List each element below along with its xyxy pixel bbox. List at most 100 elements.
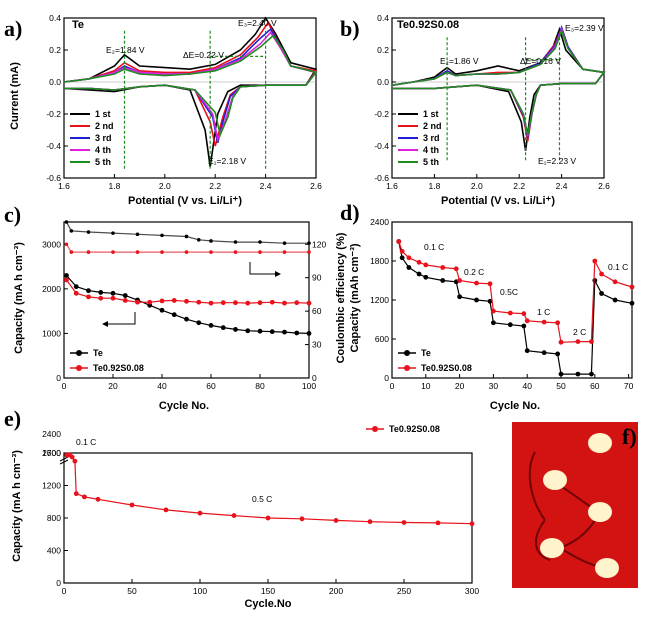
- data-point-c-3-6: [184, 250, 189, 254]
- annotation-d-3: 0.5C: [500, 287, 518, 297]
- legend-a: 1 st 2 nd 3 rd 4 th 5 th: [70, 109, 114, 167]
- x-tick-label-c-3: 60: [206, 381, 216, 391]
- data-point-c-1-17: [269, 299, 275, 305]
- x-axis-label-c: Cycle No.: [159, 400, 209, 412]
- plot-area-b: 1.6 1.8 2.0 2.2 2.4 2.6 -0.6 -0.4 -0.2 0.0 0.2 0.4: [374, 13, 610, 191]
- y-tick-label-a-2: -0.2: [46, 109, 61, 119]
- data-point-e-0-13: [333, 518, 339, 523]
- y-tick-label-d-3: 1800: [370, 256, 389, 266]
- data-point-c-0-10: [184, 316, 189, 322]
- data-point-c-3-4: [135, 250, 140, 254]
- legend-e: Te0.92S0.08: [366, 424, 440, 434]
- x-axis-label-e: Cycle.No: [244, 598, 291, 610]
- panel-label-a: a): [4, 16, 22, 41]
- data-point-c-1-0: [64, 277, 69, 283]
- data-point-c-1-15: [245, 300, 251, 306]
- y-break-mark-2: [59, 459, 69, 465]
- data-point-e-0-15: [401, 520, 407, 525]
- data-point-c-1-10: [184, 298, 189, 304]
- data-point-d-1-10: [491, 308, 496, 314]
- x-tick-label-e-4: 200: [329, 586, 343, 596]
- data-point-d-1-21: [612, 279, 618, 285]
- y2-axis-label-c: Coulombic efficiency (%): [335, 232, 347, 363]
- x-tick-label-d-7: 70: [624, 381, 634, 391]
- panel-e: e) 0 50 100 150 200 250 300 0 400 800 1200 16002700…: [4, 406, 479, 610]
- data-point-c-3-5: [160, 250, 164, 254]
- y-tick-label-a-3: 0.0: [49, 77, 61, 87]
- data-point-e-0-9: [197, 510, 203, 516]
- data-point-d-0-4: [423, 274, 429, 280]
- x-tick-label-e-5: 250: [397, 586, 411, 596]
- data-point-c-0-19: [294, 330, 300, 336]
- x-axis-label-d: Cycle No.: [490, 400, 540, 412]
- data-point-e-0-2: [69, 454, 75, 460]
- data-point-d-1-5: [440, 265, 446, 270]
- data-point-e-0-7: [129, 502, 135, 508]
- data-point-c-0-20: [306, 331, 312, 336]
- panel-label-e: e): [4, 406, 21, 431]
- data-point-d-0-1: [399, 255, 405, 261]
- y-axis-label-c: Capacity (mA h cm⁻³): [13, 242, 25, 354]
- plot-frame-c: [63, 221, 310, 379]
- legend-item-b-1: 1 st: [423, 109, 439, 119]
- data-point-d-0-14: [541, 350, 547, 356]
- x-axis-label-a: Potential (V vs. Li/Li⁺): [128, 195, 242, 207]
- x-tick-label-e-2: 100: [193, 586, 207, 596]
- data-point-d-1-8: [474, 280, 479, 286]
- data-point-c-1-5: [122, 298, 128, 303]
- data-point-d-1-3: [416, 259, 422, 265]
- led-4: [540, 538, 564, 558]
- y-tick-label-e-3: 1200: [42, 481, 61, 491]
- x-tick-label-d-2: 20: [455, 381, 465, 391]
- x-tick-label-e-3: 150: [261, 586, 275, 596]
- data-point-d-1-0: [396, 239, 402, 244]
- series-line-b-4: [391, 28, 606, 135]
- x-tick-label-c-1: 20: [108, 381, 118, 391]
- led-5: [595, 558, 619, 578]
- x-tick-label-c-4: 80: [255, 381, 265, 391]
- annotation-d-2: 0.2 C: [464, 267, 484, 277]
- data-point-c-2-11: [282, 241, 287, 245]
- data-point-c-0-9: [171, 312, 177, 318]
- data-point-c-1-14: [233, 300, 238, 306]
- data-point-e-0-4: [73, 491, 79, 497]
- annotation-b-e2: E₂=1.86 V: [440, 56, 479, 66]
- y-tick-label-c-3: 3000: [42, 239, 61, 249]
- data-point-e-0-8: [163, 507, 169, 513]
- data-point-d-1-4: [423, 262, 429, 268]
- annotation-a-e3: E₃=2.40 V: [238, 18, 277, 28]
- x-tick-label-d-5: 50: [556, 381, 566, 391]
- legend-item-b-4: 4 th: [423, 145, 439, 155]
- legend-item-c-2: Te0.92S0.08: [93, 363, 144, 373]
- data-point-c-1-12: [208, 300, 214, 306]
- series-line-c-2: [65, 221, 309, 244]
- panel-label-c: c): [4, 202, 21, 227]
- data-point-c-1-3: [98, 295, 104, 301]
- y-axis-label-d: Capacity (mAh cm⁻³): [349, 243, 361, 352]
- series-line-e-0: [66, 454, 473, 525]
- legend-b: 1 st 2 nd 3 rd 4 th 5 th: [398, 109, 442, 167]
- y-tick-label-b-3: 0.0: [377, 77, 389, 87]
- led-1: [588, 433, 612, 453]
- data-point-c-3-7: [209, 250, 213, 254]
- legend-item-a-1: 1 st: [95, 109, 111, 119]
- data-point-e-0-11: [265, 515, 271, 521]
- data-point-c-2-8: [209, 239, 213, 243]
- chart-title-b: Te0.92S0.08: [397, 19, 459, 31]
- annotation-b-e3: E₃=2.39 V: [565, 23, 604, 33]
- x-tick-label-a-3: 2.2: [209, 181, 221, 191]
- y-tick-label-a-1: -0.4: [46, 141, 61, 151]
- data-point-c-2-12: [307, 241, 311, 245]
- x-tick-label-d-3: 30: [489, 381, 499, 391]
- y-tick-label-d-2: 1200: [370, 295, 389, 305]
- data-point-d-0-10: [491, 320, 496, 326]
- x-tick-label-e-0: 0: [62, 586, 67, 596]
- data-point-c-0-18: [282, 329, 287, 335]
- data-point-d-0-3: [416, 271, 422, 277]
- x-tick-label-b-3: 2.2: [513, 181, 525, 191]
- led-photo: [512, 422, 638, 588]
- plot-frame-b: [391, 17, 605, 179]
- data-point-e-0-14: [367, 519, 373, 525]
